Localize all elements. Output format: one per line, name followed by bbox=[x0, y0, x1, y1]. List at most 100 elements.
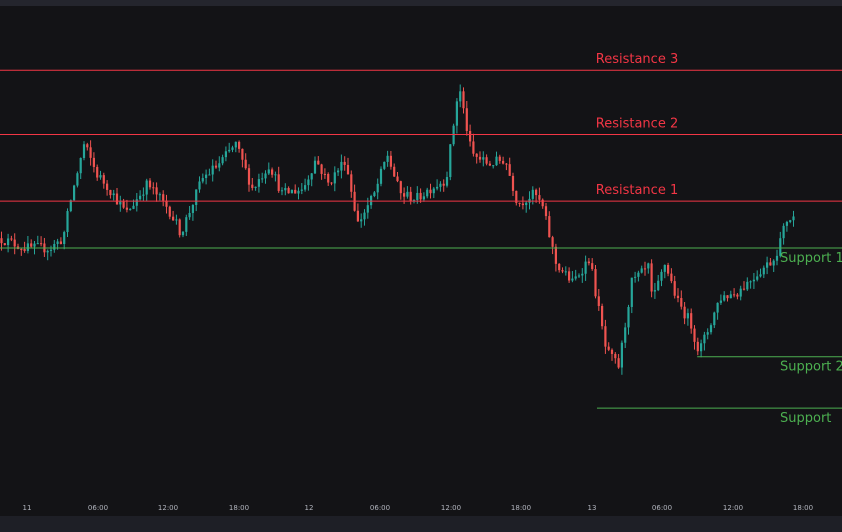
candle bbox=[145, 178, 148, 202]
candle-body bbox=[109, 189, 112, 196]
candle bbox=[488, 160, 491, 167]
candle bbox=[241, 148, 244, 168]
candle-body bbox=[201, 178, 204, 182]
candle bbox=[115, 187, 119, 205]
candle-body bbox=[577, 275, 581, 277]
candle-body bbox=[211, 165, 214, 175]
candle bbox=[323, 168, 326, 179]
candle-body bbox=[772, 260, 775, 266]
candle bbox=[300, 183, 303, 195]
candle-body bbox=[247, 168, 251, 185]
candle bbox=[211, 159, 214, 182]
candle-body bbox=[518, 202, 521, 204]
candle-body bbox=[581, 273, 584, 276]
candle bbox=[587, 258, 590, 266]
candle bbox=[135, 193, 138, 212]
candle-body bbox=[554, 246, 557, 264]
candle bbox=[63, 230, 66, 250]
candle-body bbox=[49, 249, 53, 251]
candle-body bbox=[307, 179, 310, 186]
support-label: Support bbox=[780, 411, 831, 426]
candle-body bbox=[449, 144, 452, 178]
candle bbox=[36, 235, 39, 245]
candle bbox=[142, 187, 145, 202]
candle-body bbox=[238, 141, 241, 149]
candle bbox=[449, 143, 452, 181]
candle-body bbox=[356, 210, 359, 222]
candle-body bbox=[696, 341, 699, 352]
candle-body bbox=[502, 160, 505, 164]
time-axis-bar bbox=[0, 516, 842, 532]
candles-layer bbox=[0, 84, 795, 375]
x-tick-label: 06:00 bbox=[88, 504, 108, 512]
candle bbox=[409, 186, 412, 205]
candle bbox=[73, 184, 76, 202]
candle bbox=[627, 304, 630, 335]
candle-body bbox=[366, 205, 369, 213]
candle-body bbox=[79, 158, 82, 174]
candle bbox=[508, 157, 511, 176]
candle bbox=[419, 188, 422, 203]
candle-body bbox=[36, 243, 39, 245]
candle-body bbox=[779, 238, 782, 256]
candle bbox=[535, 188, 538, 203]
candle-body bbox=[350, 174, 353, 192]
candle-body bbox=[13, 239, 16, 247]
candle-body bbox=[548, 216, 551, 238]
candle-body bbox=[330, 182, 333, 184]
candle bbox=[601, 303, 604, 330]
candle bbox=[267, 162, 270, 176]
candle-body bbox=[746, 281, 749, 290]
resistance-label: Resistance 3 bbox=[596, 52, 678, 67]
candle-body bbox=[452, 125, 455, 145]
candle bbox=[261, 172, 264, 183]
candle-body bbox=[782, 225, 785, 239]
candle bbox=[650, 259, 653, 298]
candle bbox=[492, 164, 495, 169]
candle-body bbox=[541, 199, 544, 207]
candle-body bbox=[584, 261, 587, 274]
candle-body bbox=[234, 141, 237, 148]
candle-body bbox=[63, 232, 66, 245]
candle-body bbox=[733, 294, 736, 296]
x-tick-label: 06:00 bbox=[370, 504, 390, 512]
candle-body bbox=[690, 313, 693, 329]
candle bbox=[478, 151, 482, 163]
candle bbox=[370, 194, 373, 209]
candle-body bbox=[267, 169, 270, 174]
candle bbox=[564, 266, 567, 276]
candle-body bbox=[287, 187, 290, 194]
candle-body bbox=[521, 203, 524, 206]
candle-body bbox=[412, 200, 416, 202]
candle-body bbox=[297, 190, 300, 194]
candle-body bbox=[558, 263, 561, 271]
candle-body bbox=[693, 328, 696, 342]
candle-body bbox=[568, 271, 571, 281]
x-tick-label: 13 bbox=[588, 504, 597, 512]
candle bbox=[346, 157, 350, 175]
candle-body bbox=[703, 334, 706, 344]
candle bbox=[683, 302, 686, 325]
candle-body bbox=[396, 176, 399, 182]
candle bbox=[109, 189, 112, 199]
candle bbox=[746, 277, 749, 291]
candle-body bbox=[739, 288, 742, 297]
x-tick-label: 12 bbox=[305, 504, 314, 512]
candle-body bbox=[40, 243, 43, 245]
candle bbox=[624, 322, 627, 349]
candle bbox=[337, 168, 340, 176]
candle bbox=[696, 337, 699, 356]
candle bbox=[92, 152, 95, 173]
candle bbox=[271, 167, 274, 178]
candle-body bbox=[673, 281, 676, 296]
candle bbox=[379, 166, 383, 187]
candle bbox=[640, 265, 643, 274]
candle bbox=[228, 142, 231, 153]
candle bbox=[426, 187, 429, 199]
candle bbox=[607, 342, 610, 352]
candle bbox=[102, 172, 105, 189]
candle bbox=[122, 198, 125, 209]
candle-body bbox=[99, 175, 102, 178]
candle bbox=[673, 275, 676, 299]
